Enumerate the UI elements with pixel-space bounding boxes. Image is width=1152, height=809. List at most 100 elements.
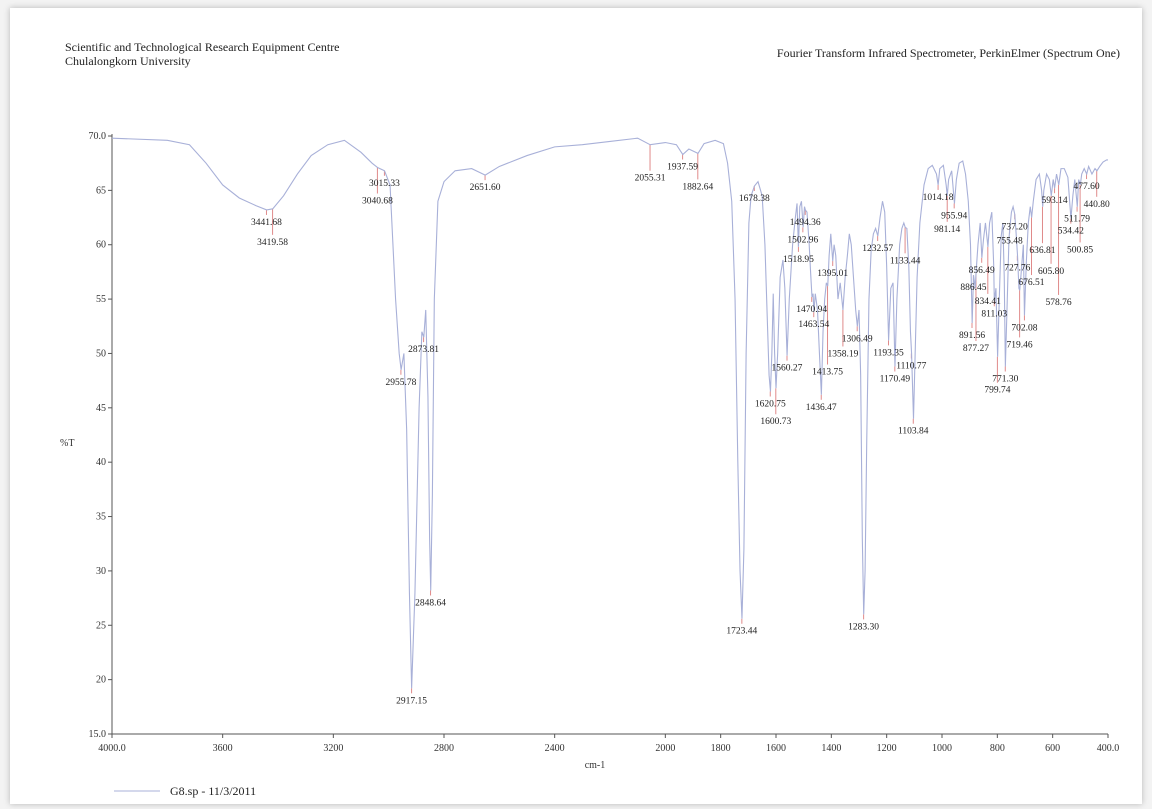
peak-label: 1502.96 bbox=[787, 235, 818, 245]
x-tick-label: 3200 bbox=[323, 743, 343, 754]
x-tick-label: 1000 bbox=[932, 743, 952, 754]
peak-label: 886.45 bbox=[960, 283, 986, 293]
x-tick-label: 4000.0 bbox=[98, 743, 126, 754]
peak-label: 1518.95 bbox=[783, 255, 814, 265]
peak-label: 511.79 bbox=[1064, 215, 1090, 225]
y-tick-label: 60 bbox=[96, 240, 106, 251]
peak-label: 811.03 bbox=[981, 309, 1007, 319]
x-tick-label: 1200 bbox=[877, 743, 897, 754]
peak-labels: 2917.15 1723.44 1283.30 2848.64 1103.84 1436.… bbox=[251, 162, 1110, 706]
y-tick-label: 55 bbox=[96, 294, 106, 305]
peak-label: 702.08 bbox=[1011, 323, 1037, 333]
x-axis-label: cm-1 bbox=[585, 760, 606, 771]
peak-label: 477.60 bbox=[1073, 182, 1099, 192]
peak-label: 955.94 bbox=[941, 211, 967, 221]
chart-ticks: 4000.0 3600 3200 2800 2400 2000 1800 1600 1400 12… bbox=[89, 131, 1120, 754]
peak-label: 981.14 bbox=[934, 225, 960, 235]
y-tick-label: 35 bbox=[96, 512, 106, 523]
peak-label: 3040.68 bbox=[362, 197, 393, 207]
peak-label: 1170.49 bbox=[880, 375, 911, 385]
peak-label: 1937.59 bbox=[667, 162, 698, 172]
peak-label: 834.41 bbox=[975, 297, 1001, 307]
spectrum-report: Scientific and Technological Research Eq… bbox=[10, 8, 1142, 804]
x-tick-label: 2000 bbox=[655, 743, 675, 754]
y-axis-label: %T bbox=[60, 438, 74, 449]
x-tick-label: 3600 bbox=[213, 743, 233, 754]
y-tick-label: 45 bbox=[96, 403, 106, 414]
legend-label: G8.sp - 11/3/2011 bbox=[170, 784, 256, 798]
peak-label: 1133.44 bbox=[890, 256, 921, 266]
x-tick-label: 1400 bbox=[821, 743, 841, 754]
peak-label: 1232.57 bbox=[862, 244, 893, 254]
peak-label: 799.74 bbox=[984, 386, 1010, 396]
peak-label: 3441.68 bbox=[251, 218, 282, 228]
y-tick-label: 15.0 bbox=[89, 729, 107, 740]
y-tick-label: 40 bbox=[96, 457, 106, 468]
peak-markers bbox=[265, 144, 1098, 694]
peak-label: 1600.73 bbox=[760, 417, 791, 427]
peak-label: 1882.64 bbox=[682, 182, 713, 192]
peak-label: 2873.81 bbox=[408, 345, 439, 355]
ir-spectrum-chart: 4000.0 3600 3200 2800 2400 2000 1800 1600 1400 12… bbox=[60, 131, 1120, 798]
x-tick-label: 400.0 bbox=[1097, 743, 1120, 754]
peak-label: 1463.54 bbox=[798, 320, 829, 330]
university-name: Chulalongkorn University bbox=[65, 54, 191, 68]
peak-label: 1470.94 bbox=[796, 305, 827, 315]
peak-label: 737.20 bbox=[1002, 222, 1028, 232]
y-tick-label: 70.0 bbox=[89, 131, 107, 142]
x-tick-label: 1600 bbox=[766, 743, 786, 754]
peak-label: 500.85 bbox=[1067, 245, 1093, 255]
peak-label: 1678.38 bbox=[739, 194, 770, 204]
peak-label: 1494.36 bbox=[790, 218, 821, 228]
peak-label: 636.81 bbox=[1029, 246, 1055, 256]
y-tick-label: 20 bbox=[96, 675, 106, 686]
y-tick-label: 25 bbox=[96, 620, 106, 631]
peak-label: 2055.31 bbox=[635, 174, 666, 184]
peak-label: 2917.15 bbox=[396, 696, 427, 706]
peak-label: 3015.33 bbox=[369, 179, 400, 189]
y-tick-label: 65 bbox=[96, 185, 106, 196]
peak-label: 727.76 bbox=[1004, 264, 1030, 274]
peak-label: 755.48 bbox=[997, 236, 1023, 246]
peak-label: 605.80 bbox=[1038, 267, 1064, 277]
x-tick-label: 1800 bbox=[711, 743, 731, 754]
peak-label: 3419.58 bbox=[257, 238, 288, 248]
peak-label: 440.80 bbox=[1084, 200, 1110, 210]
peak-label: 1436.47 bbox=[806, 403, 837, 413]
peak-label: 877.27 bbox=[963, 344, 989, 354]
peak-label: 2955.78 bbox=[385, 378, 416, 388]
x-tick-label: 600 bbox=[1045, 743, 1060, 754]
y-tick-label: 30 bbox=[96, 566, 106, 577]
peak-label: 1110.77 bbox=[896, 361, 926, 371]
peak-label: 1723.44 bbox=[726, 627, 757, 637]
lab-name: Scientific and Technological Research Eq… bbox=[65, 40, 340, 54]
peak-label: 1283.30 bbox=[848, 622, 879, 632]
peak-label: 578.76 bbox=[1045, 298, 1071, 308]
peak-label: 676.51 bbox=[1018, 278, 1044, 288]
peak-label: 719.46 bbox=[1007, 340, 1033, 350]
x-tick-label: 2400 bbox=[545, 743, 565, 754]
legend: G8.sp - 11/3/2011 bbox=[114, 784, 256, 798]
peak-label: 2848.64 bbox=[415, 598, 446, 608]
peak-label: 1014.18 bbox=[923, 193, 954, 203]
peak-label: 891.56 bbox=[959, 331, 985, 341]
peak-label: 2651.60 bbox=[470, 183, 501, 193]
peak-label: 771.30 bbox=[992, 375, 1018, 385]
peak-label: 856.49 bbox=[969, 266, 995, 276]
lab-header: Scientific and Technological Research Eq… bbox=[65, 40, 340, 68]
peak-label: 534.42 bbox=[1058, 227, 1084, 237]
peak-label: 1395.01 bbox=[817, 269, 848, 279]
instrument-name: Fourier Transform Infrared Spectrometer,… bbox=[776, 46, 1120, 60]
spectrum-line bbox=[111, 137, 1108, 689]
peak-label: 1620.75 bbox=[755, 400, 786, 410]
peak-label: 1306.49 bbox=[842, 334, 873, 344]
peak-label: 1358.19 bbox=[827, 349, 858, 359]
x-tick-label: 800 bbox=[990, 743, 1005, 754]
peak-label: 1193.35 bbox=[873, 348, 904, 358]
peak-label: 593.14 bbox=[1042, 196, 1068, 206]
peak-label: 1560.27 bbox=[772, 364, 803, 374]
x-tick-label: 2800 bbox=[434, 743, 454, 754]
y-tick-label: 50 bbox=[96, 348, 106, 359]
peak-label: 1103.84 bbox=[898, 427, 929, 437]
peak-label: 1413.75 bbox=[812, 368, 843, 378]
